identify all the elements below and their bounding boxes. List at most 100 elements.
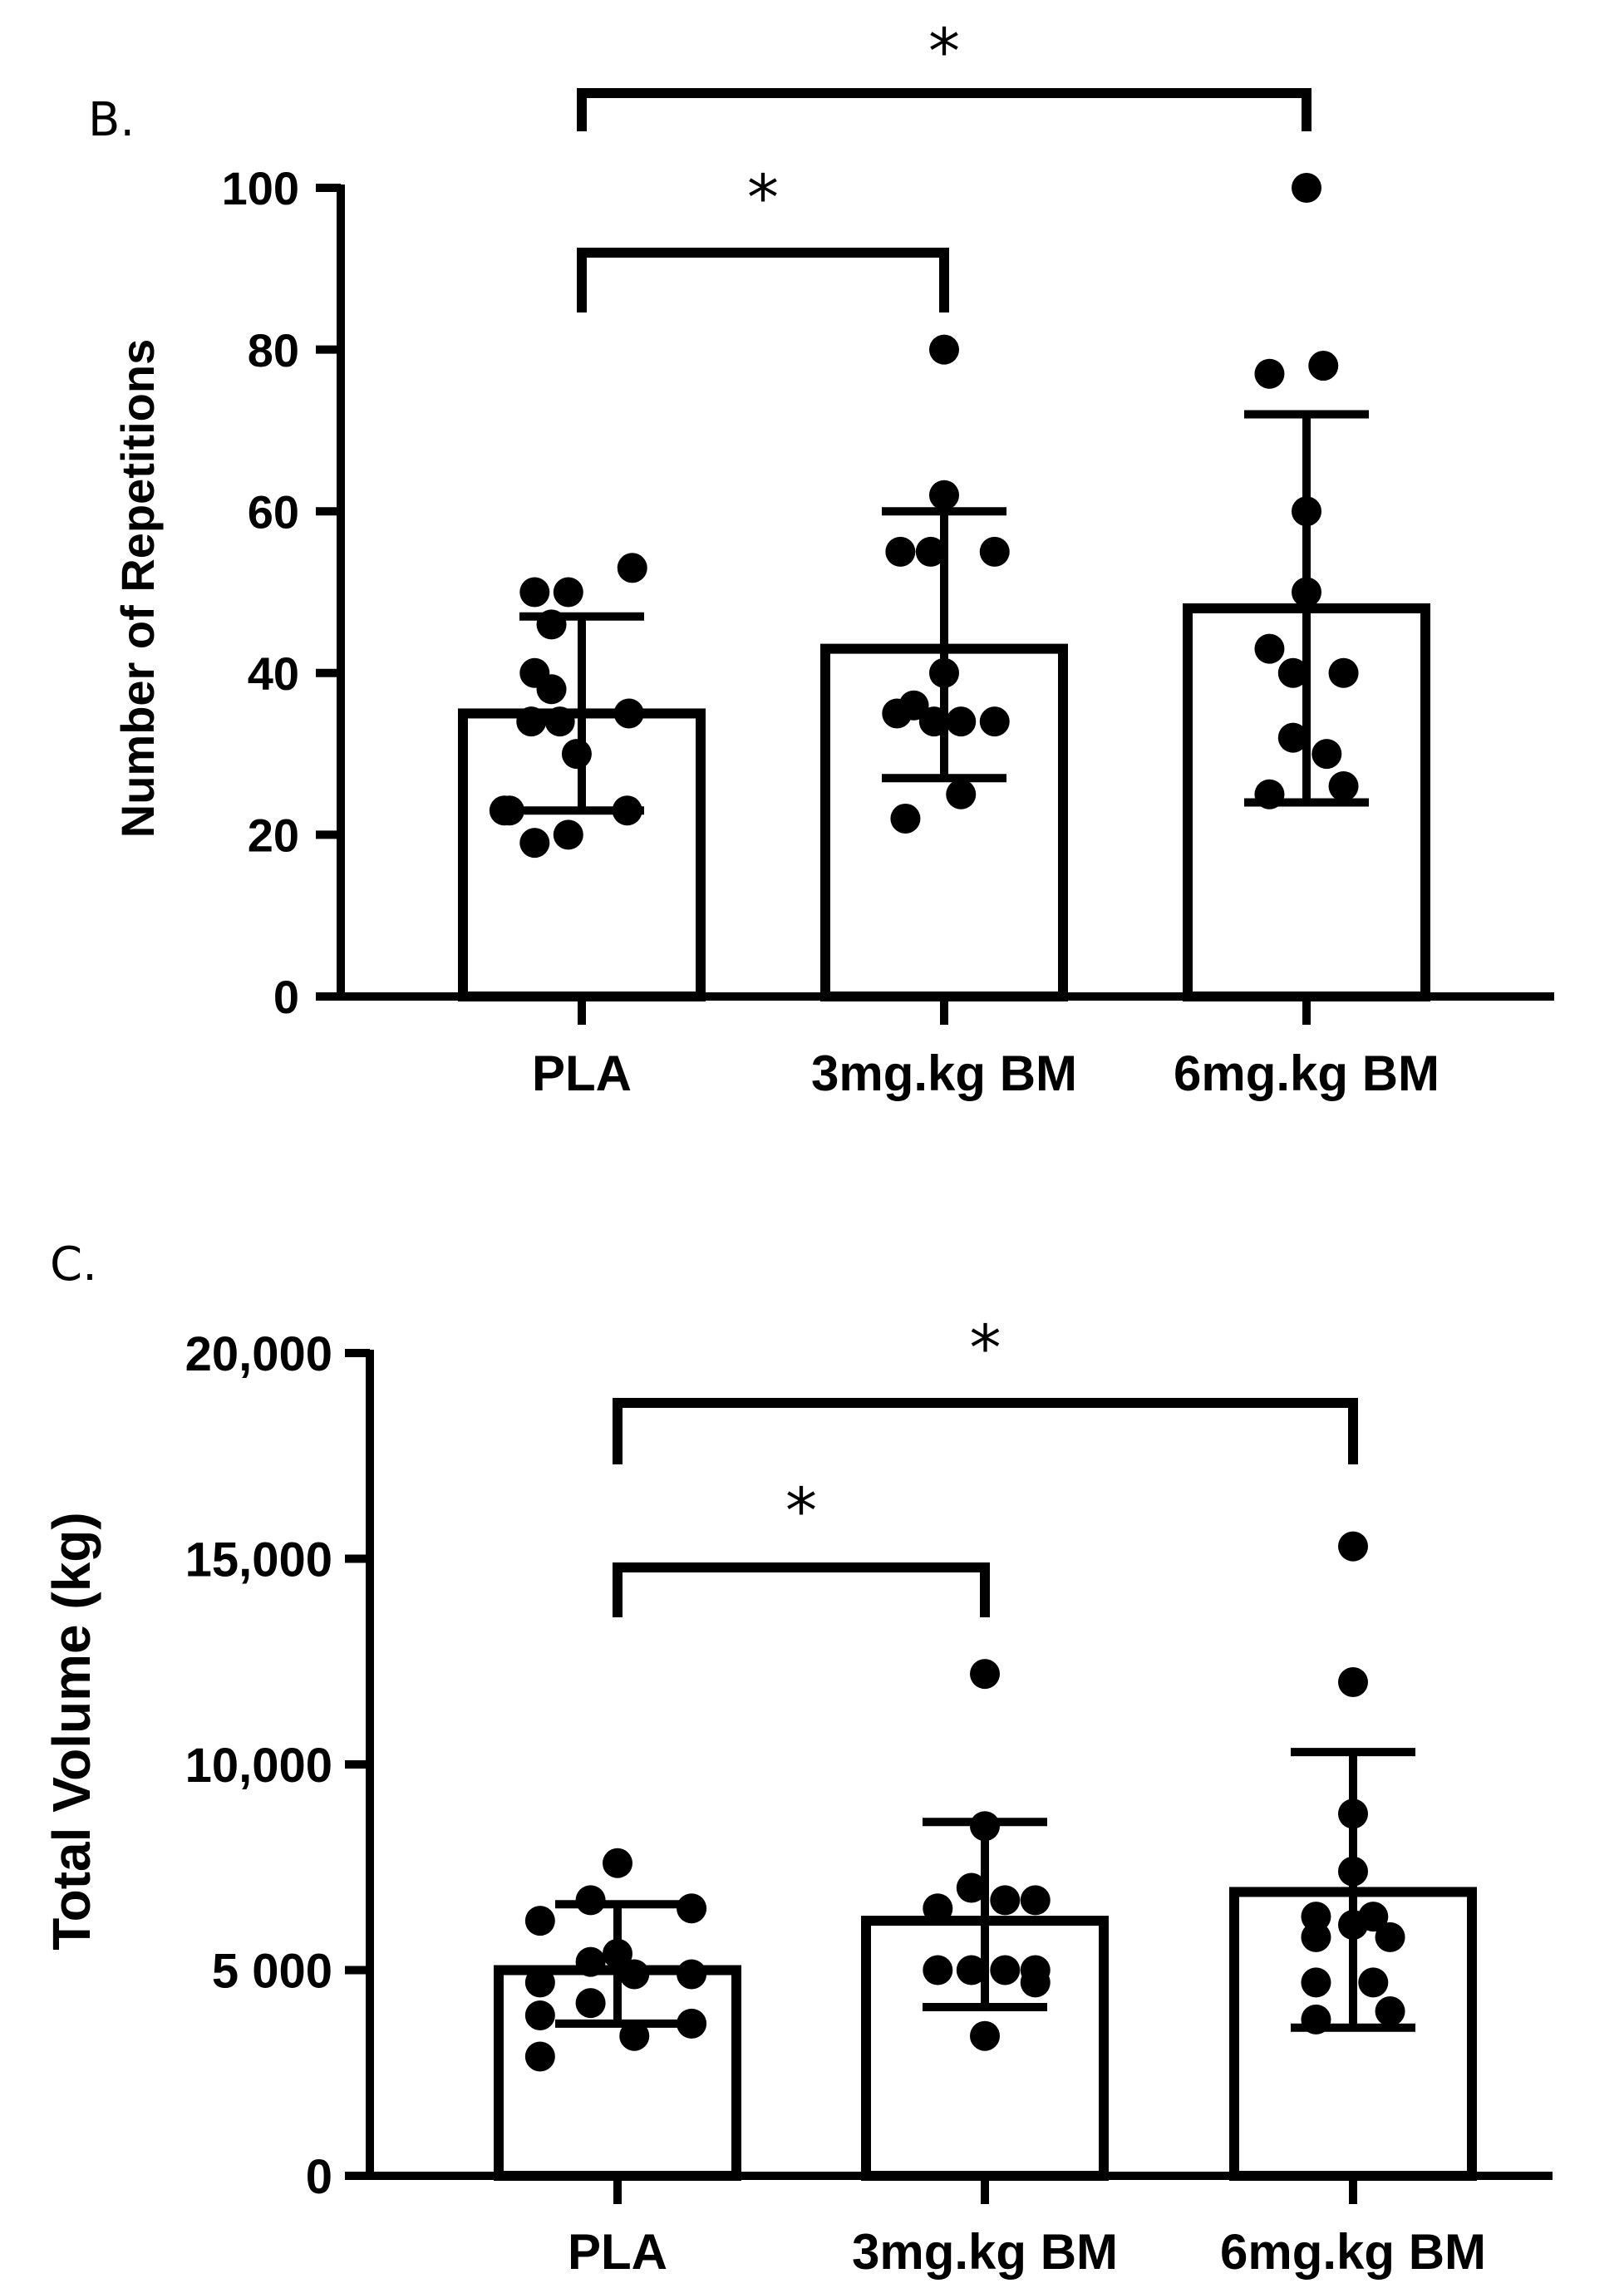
data-point (536, 674, 567, 705)
data-point (923, 1893, 953, 1924)
data-point (516, 706, 547, 737)
x-tick-label: 3mg.kg BM (811, 1046, 1077, 1101)
significance-bracket (613, 1398, 1358, 1464)
panel-b-y-ticks: 0 20 40 60 80 100 (222, 162, 341, 1023)
data-point (1338, 1531, 1368, 1562)
data-point (1308, 351, 1339, 381)
significance-star: * (970, 1311, 1001, 1385)
x-tick-label: PLA (532, 1046, 632, 1101)
data-point (1358, 1967, 1389, 1998)
data-point (990, 1955, 1021, 1985)
data-point (524, 1906, 555, 1936)
panel-b-label: B. (88, 93, 135, 147)
data-point (970, 1811, 1000, 1842)
data-point (524, 2000, 555, 2030)
data-point (519, 828, 550, 859)
significance-star: * (928, 14, 960, 88)
data-point (544, 706, 575, 737)
data-point (1301, 1967, 1331, 1998)
data-point (1375, 1921, 1405, 1952)
data-point (677, 1959, 707, 1990)
data-point (1292, 173, 1321, 203)
data-point (561, 739, 592, 770)
data-point (1301, 1921, 1331, 1952)
data-point (536, 609, 567, 640)
panel-b-chart: B. Number of Repetitions 0 20 40 60 80 100 PL… (88, 14, 1554, 1101)
data-point (990, 1885, 1021, 1916)
data-point (1277, 722, 1308, 753)
data-point (970, 2020, 1000, 2051)
data-point (619, 2020, 650, 2051)
data-point (603, 1848, 632, 1878)
data-point (1301, 2004, 1331, 2035)
data-point (677, 1893, 707, 1924)
data-point (1292, 496, 1321, 527)
data-point (890, 803, 921, 834)
y-tick-label: 20 (248, 809, 299, 862)
data-point (1328, 771, 1359, 802)
data-point (1254, 633, 1285, 664)
data-point (524, 1967, 555, 1998)
significance-bracket (577, 248, 949, 312)
y-tick-label: 0 (273, 971, 299, 1023)
y-tick-label: 0 (306, 2150, 332, 2204)
panel-c-y-ticks: 0 5 000 10,000 15,000 20,000 (185, 1327, 370, 2204)
x-tick-label: 6mg.kg BM (1174, 1046, 1439, 1101)
y-tick-label: 20,000 (185, 1327, 332, 1381)
data-point (929, 334, 959, 365)
data-point (524, 2041, 555, 2072)
y-tick-label: 60 (248, 485, 299, 538)
data-point (1375, 1996, 1405, 2026)
y-tick-label: 80 (248, 324, 299, 376)
panel-c-points (524, 1531, 1405, 2072)
significance-star: * (747, 160, 779, 234)
data-point (575, 1988, 606, 2019)
data-point (1254, 779, 1285, 809)
x-tick-label: 6mg.kg BM (1220, 2224, 1486, 2280)
data-point (617, 553, 647, 583)
data-point (946, 706, 977, 737)
panel-c-significance: ** (613, 1311, 1358, 1617)
significance-bracket (613, 1562, 990, 1617)
data-point (929, 657, 959, 688)
data-point (1292, 577, 1321, 608)
data-point (918, 706, 949, 737)
data-point (956, 1872, 987, 1903)
data-point (677, 2008, 707, 2039)
y-tick-label: 40 (248, 647, 299, 700)
data-point (1338, 1910, 1368, 1941)
data-point (1277, 657, 1308, 688)
data-point (619, 1959, 650, 1990)
y-tick-label: 10,000 (185, 1739, 332, 1793)
significance-bracket (577, 88, 1312, 131)
data-point (956, 1955, 987, 1985)
data-point (553, 577, 583, 608)
data-point (1020, 1967, 1051, 1998)
data-point (1338, 1798, 1368, 1829)
data-point (613, 698, 644, 729)
panel-b-x-tick-labels: PLA 3mg.kg BM 6mg.kg BM (532, 1046, 1439, 1101)
panel-b-significance: ** (577, 14, 1312, 312)
panel-c-x-tick-labels: PLA 3mg.kg BM 6mg.kg BM (568, 2224, 1486, 2280)
data-point (979, 536, 1010, 567)
data-point (1312, 739, 1342, 770)
panel-c-chart: C. Total Volume (kg) 0 5 000 10,000 15,000 2… (42, 1238, 1553, 2280)
data-point (970, 1659, 1000, 1690)
data-point (612, 795, 642, 826)
data-point (1328, 657, 1359, 688)
data-point (885, 536, 916, 567)
y-tick-label: 15,000 (185, 1533, 332, 1587)
data-point (1254, 358, 1285, 389)
data-point (979, 706, 1010, 737)
panel-b-points (489, 173, 1359, 859)
data-point (575, 1946, 606, 1977)
y-tick-label: 5 000 (212, 1944, 332, 1998)
data-point (915, 536, 946, 567)
data-point (1338, 1667, 1368, 1697)
x-tick-label: PLA (568, 2224, 667, 2280)
x-tick-label: 3mg.kg BM (852, 2224, 1118, 2280)
data-point (923, 1955, 953, 1985)
significance-star: * (785, 1474, 817, 1548)
